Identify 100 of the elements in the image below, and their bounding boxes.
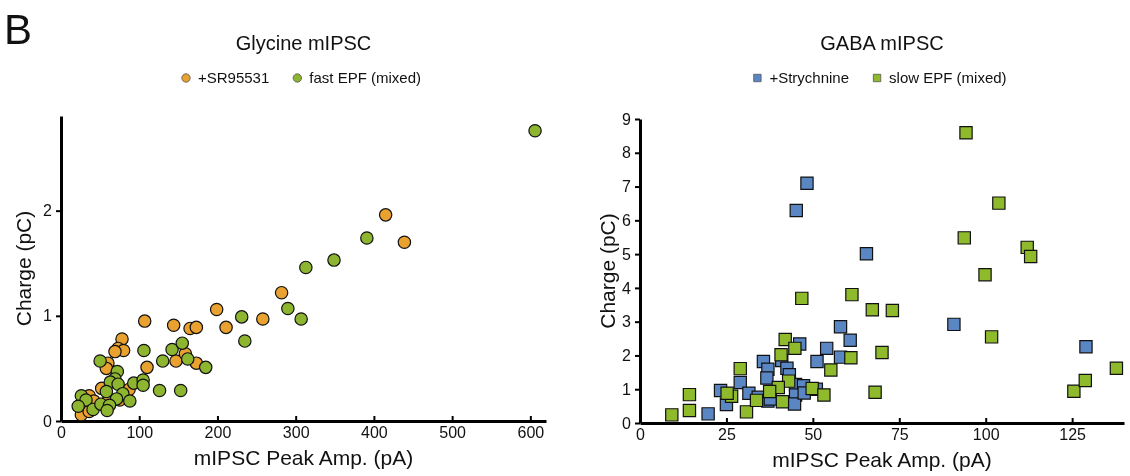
x-tick-label: 125 — [1059, 426, 1087, 444]
point — [294, 312, 308, 326]
point — [175, 336, 190, 350]
point — [299, 260, 313, 275]
point — [360, 231, 374, 245]
point — [93, 354, 107, 368]
x-tick-label: 50 — [804, 426, 823, 444]
point — [198, 360, 213, 375]
y-axis-title: Charge (pC) — [12, 210, 35, 327]
y-tick-label: 2 — [622, 347, 632, 365]
point — [868, 385, 882, 399]
point — [209, 302, 224, 317]
point — [843, 333, 857, 347]
point — [805, 381, 819, 396]
y-tick-label: 4 — [622, 279, 632, 297]
point — [957, 231, 971, 245]
point — [775, 395, 790, 409]
x-tick-label: 600 — [517, 424, 545, 442]
point — [817, 388, 831, 402]
point — [528, 123, 542, 138]
point — [256, 312, 270, 326]
point — [180, 352, 195, 366]
point — [234, 310, 249, 324]
x-tick-label: 0 — [57, 424, 67, 442]
point — [788, 341, 802, 356]
y-tick-label: 1 — [43, 307, 53, 325]
point — [865, 303, 880, 317]
text: B — [4, 6, 33, 53]
point — [155, 354, 170, 368]
point — [845, 287, 859, 302]
point — [720, 386, 734, 400]
point — [992, 196, 1006, 210]
x-tick-label: 100 — [972, 426, 1000, 444]
point — [166, 318, 181, 333]
point — [274, 285, 289, 300]
y-tick-label: 5 — [622, 245, 632, 263]
point — [99, 384, 114, 399]
x-tick-label: 100 — [126, 424, 154, 442]
point — [152, 383, 167, 398]
point — [774, 348, 788, 362]
point — [137, 343, 151, 358]
y-tick-label: 8 — [622, 144, 632, 162]
point — [1079, 339, 1093, 354]
point — [778, 332, 792, 347]
legend-label: slow EPF (mixed) — [889, 69, 1007, 86]
point — [140, 360, 154, 375]
y-tick-label: 9 — [622, 110, 632, 128]
point — [789, 203, 803, 218]
point — [947, 317, 961, 332]
point — [1078, 373, 1092, 388]
point — [959, 126, 973, 140]
point — [173, 383, 188, 398]
point — [665, 408, 679, 422]
legend-label: fast EPF (mixed) — [309, 69, 421, 86]
point — [100, 403, 114, 418]
point — [71, 399, 85, 414]
point — [733, 375, 747, 390]
point — [169, 354, 183, 368]
x-tick-label: 0 — [636, 426, 646, 444]
y-tick-label: 7 — [622, 178, 632, 196]
point — [701, 407, 715, 421]
point — [189, 320, 204, 335]
point — [800, 176, 814, 190]
point — [1023, 249, 1038, 264]
point — [819, 341, 834, 356]
y-tick-label: 3 — [622, 313, 632, 331]
point — [859, 247, 874, 261]
x-tick-label: 400 — [361, 424, 388, 442]
y-tick-label: 2 — [43, 202, 53, 220]
point — [397, 235, 412, 249]
x-tick-label: 500 — [439, 424, 467, 442]
point — [833, 320, 848, 334]
point — [682, 387, 697, 402]
x-tick-label: 200 — [204, 424, 232, 442]
point — [1067, 384, 1081, 398]
chart-title: GABA mIPSC — [820, 32, 944, 54]
legend-label: +Strychnine — [769, 69, 850, 86]
point — [327, 253, 341, 267]
point — [795, 291, 809, 306]
x-tick-label: 75 — [890, 426, 909, 444]
point — [1109, 361, 1124, 375]
point — [844, 351, 858, 365]
point — [739, 405, 754, 419]
point — [137, 314, 152, 328]
chart-title: Glycine mIPSC — [235, 32, 372, 54]
point — [238, 334, 252, 348]
y-tick-label: 0 — [43, 412, 53, 430]
point — [682, 403, 697, 418]
point — [762, 384, 777, 399]
point — [733, 361, 747, 376]
y-axis-title: Charge (pC) — [596, 213, 619, 329]
point — [378, 208, 393, 222]
point — [824, 363, 838, 377]
point — [165, 342, 179, 357]
y-tick-label: 1 — [622, 380, 632, 398]
x-tick-label: 300 — [282, 424, 310, 442]
point — [123, 394, 137, 408]
x-axis-title: mIPSC Peak Amp. (pA) — [772, 448, 992, 471]
point — [281, 301, 295, 316]
point — [136, 378, 150, 393]
